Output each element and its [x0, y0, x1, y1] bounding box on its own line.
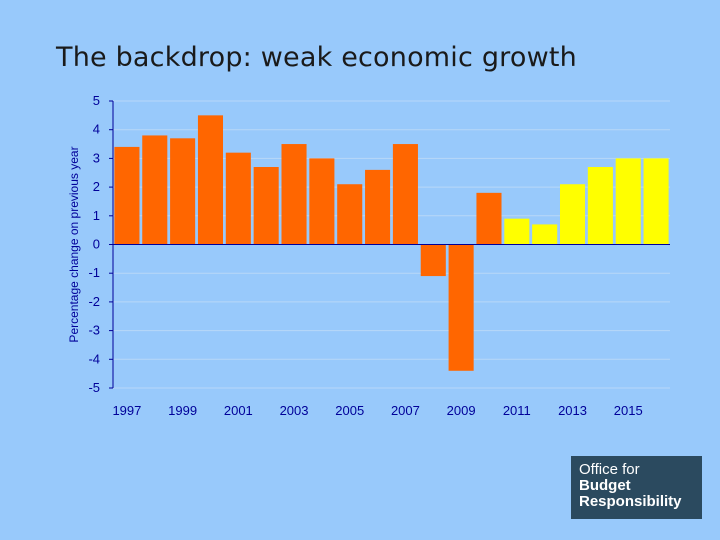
bar-2014: [587, 167, 613, 245]
bar-2001: [225, 152, 251, 245]
y-axis-label: Percentage change on previous year: [67, 146, 81, 342]
logo-line-2: Budget: [579, 477, 631, 494]
bar-2008: [420, 244, 446, 277]
bar-1999: [170, 138, 196, 245]
bar-2000: [197, 115, 224, 245]
y-tick-label: 2: [93, 179, 100, 194]
bar-2012: [532, 224, 558, 245]
x-tick-label: 2005: [335, 403, 364, 418]
logo-line-1: Office for: [579, 461, 640, 478]
x-tick-label: 2011: [503, 403, 531, 418]
bar-2015: [615, 158, 641, 245]
bar-2016: [643, 158, 669, 245]
bar-2010: [476, 192, 502, 245]
bar-2009: [448, 244, 474, 371]
y-tick-label: 1: [93, 208, 100, 223]
y-tick-label: 4: [93, 122, 100, 137]
x-tick-label: 2001: [224, 403, 253, 418]
x-tick-label: 1999: [168, 403, 197, 418]
y-tick-label: -2: [88, 294, 100, 309]
y-tick-label: -3: [88, 323, 100, 338]
y-tick-label: 3: [93, 150, 100, 165]
y-tick-label: -5: [88, 380, 100, 395]
x-tick-label: 2003: [280, 403, 309, 418]
bar-2002: [253, 167, 279, 245]
y-tick-label: -1: [88, 265, 100, 280]
bar-2004: [309, 158, 335, 245]
bar-2007: [392, 144, 418, 245]
logo-line-3: Responsibility: [579, 493, 682, 510]
x-tick-label: 2013: [558, 403, 587, 418]
y-tick-label: -4: [88, 351, 100, 366]
obr-logo: Office for Budget Responsibility: [571, 456, 702, 519]
y-tick-label: 0: [93, 237, 100, 252]
bar-2011: [504, 218, 530, 245]
bar-2013: [559, 184, 586, 245]
x-tick-label: 2009: [447, 403, 476, 418]
bar-1998: [142, 135, 168, 245]
x-tick-label: 2007: [391, 403, 420, 418]
bar-2006: [365, 169, 391, 245]
bar-2005: [337, 184, 363, 245]
slide-title: The backdrop: weak economic growth: [56, 42, 577, 73]
x-tick-label: 2015: [614, 403, 643, 418]
bar-2003: [281, 144, 307, 245]
bar-1997: [114, 146, 140, 245]
x-tick-label: 1997: [112, 403, 141, 418]
y-tick-label: 5: [93, 93, 100, 108]
